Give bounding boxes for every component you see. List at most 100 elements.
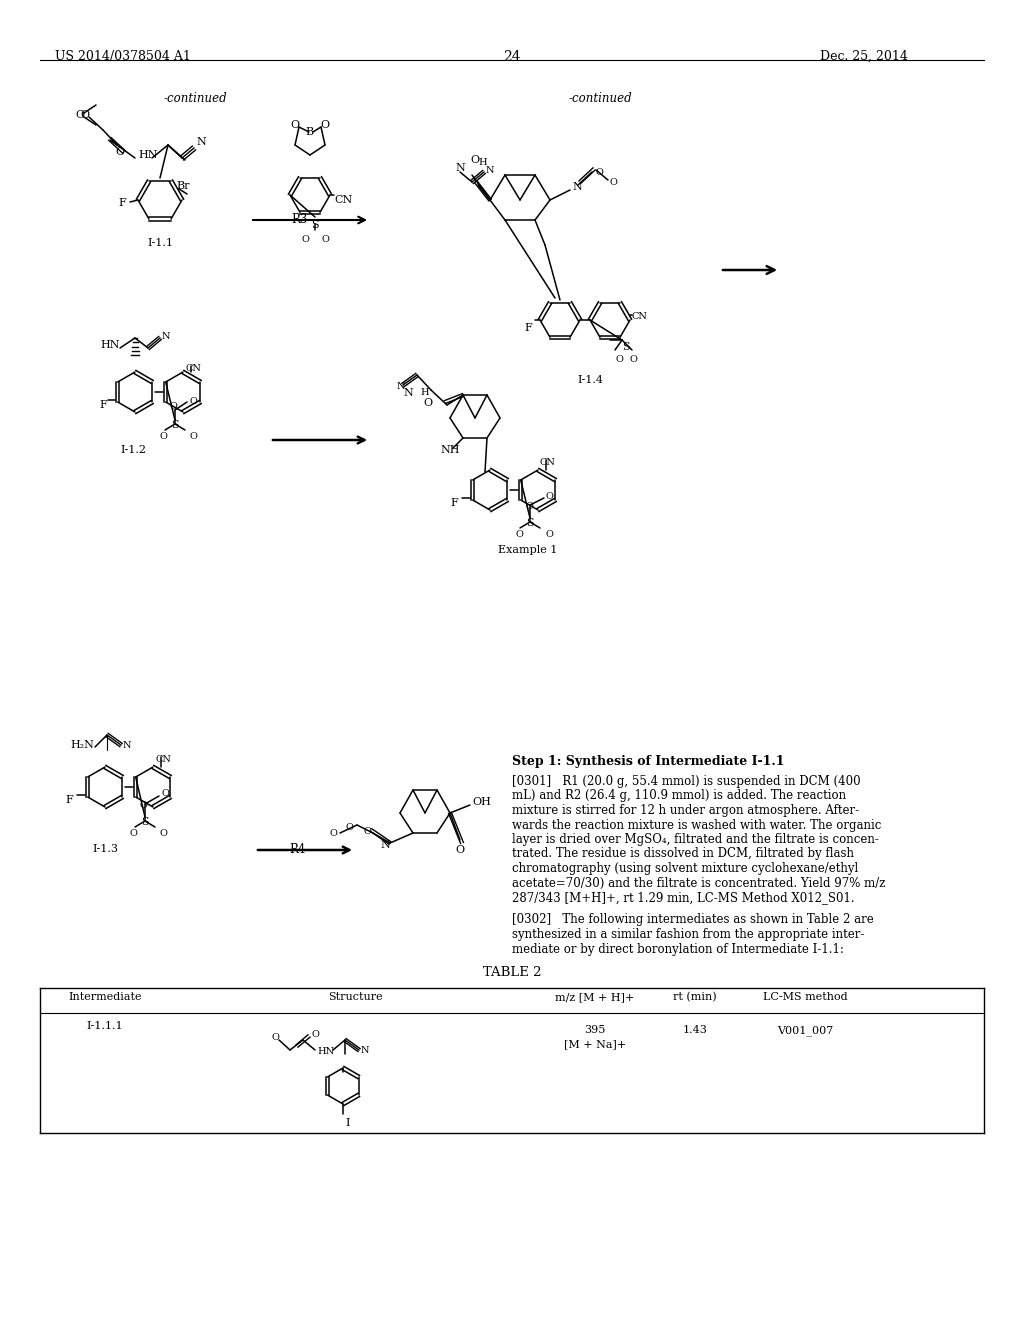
- Text: mixture is stirred for 12 h under argon atmosphere. After-: mixture is stirred for 12 h under argon …: [512, 804, 859, 817]
- Text: [M + Na]+: [M + Na]+: [564, 1039, 626, 1049]
- Text: O: O: [291, 120, 300, 129]
- Text: S: S: [622, 342, 630, 352]
- Text: N: N: [572, 182, 582, 191]
- Text: layer is dried over MgSO₄, filtrated and the filtrate is concen-: layer is dried over MgSO₄, filtrated and…: [512, 833, 879, 846]
- Text: [0302]   The following intermediates as shown in Table 2 are: [0302] The following intermediates as sh…: [512, 913, 873, 927]
- Text: N: N: [455, 162, 465, 173]
- Text: H: H: [478, 158, 486, 168]
- Text: S: S: [526, 517, 534, 528]
- Text: I-1.1: I-1.1: [147, 238, 173, 248]
- Text: Dec. 25, 2014: Dec. 25, 2014: [820, 50, 908, 63]
- Text: US 2014/0378504 A1: US 2014/0378504 A1: [55, 50, 190, 63]
- Text: O: O: [525, 502, 532, 511]
- Text: mediate or by direct boronylation of Intermediate I-1.1:: mediate or by direct boronylation of Int…: [512, 942, 844, 956]
- Text: H: H: [420, 388, 429, 397]
- Text: Structure: Structure: [328, 993, 382, 1002]
- Text: m/z [M + H]+: m/z [M + H]+: [555, 993, 635, 1002]
- Text: O: O: [301, 235, 309, 244]
- Text: R4: R4: [290, 843, 306, 855]
- Text: I-1.4: I-1.4: [577, 375, 603, 385]
- Text: O: O: [455, 845, 464, 855]
- Text: synthesized in a similar fashion from the appropriate inter-: synthesized in a similar fashion from th…: [512, 928, 864, 941]
- Text: O: O: [271, 1034, 279, 1043]
- Text: Intermediate: Intermediate: [69, 993, 141, 1002]
- Text: HN: HN: [138, 150, 158, 160]
- Text: F: F: [118, 198, 126, 209]
- Text: I-1.2: I-1.2: [120, 445, 146, 455]
- Text: F: F: [66, 795, 73, 805]
- Text: O: O: [545, 531, 553, 539]
- Text: mL) and R2 (26.4 g, 110.9 mmol) is added. The reaction: mL) and R2 (26.4 g, 110.9 mmol) is added…: [512, 789, 846, 803]
- Text: N: N: [397, 381, 406, 391]
- Text: CN: CN: [632, 312, 648, 321]
- Text: O: O: [160, 829, 168, 838]
- Text: O: O: [160, 432, 168, 441]
- Text: TABLE 2: TABLE 2: [482, 966, 542, 979]
- Text: R3: R3: [292, 213, 308, 226]
- Text: O: O: [311, 1030, 318, 1039]
- Text: Example 1: Example 1: [499, 545, 558, 554]
- Text: S: S: [311, 220, 318, 230]
- Text: [0301]   R1 (20.0 g, 55.4 mmol) is suspended in DCM (400: [0301] R1 (20.0 g, 55.4 mmol) is suspend…: [512, 775, 860, 788]
- Text: O: O: [610, 178, 617, 187]
- Text: HN: HN: [317, 1048, 334, 1056]
- Text: F: F: [524, 323, 532, 333]
- Text: 287/343 [M+H]+, rt 1.29 min, LC-MS Method X012_S01.: 287/343 [M+H]+, rt 1.29 min, LC-MS Metho…: [512, 891, 855, 904]
- Text: O: O: [630, 355, 638, 364]
- Text: O: O: [362, 828, 371, 836]
- Text: NH: NH: [440, 445, 460, 455]
- Text: O: O: [81, 110, 89, 120]
- Text: V001_007: V001_007: [777, 1026, 834, 1036]
- Text: N: N: [403, 388, 413, 399]
- Text: I-1.3: I-1.3: [92, 843, 118, 854]
- Text: F: F: [451, 498, 458, 508]
- Text: O: O: [470, 154, 479, 165]
- Text: O: O: [424, 399, 433, 408]
- Text: B: B: [305, 127, 313, 137]
- Text: F: F: [99, 400, 106, 411]
- Text: I: I: [345, 1118, 349, 1129]
- Text: O: O: [189, 397, 197, 407]
- Text: O: O: [515, 531, 523, 539]
- Text: chromatography (using solvent mixture cyclohexane/ethyl: chromatography (using solvent mixture cy…: [512, 862, 858, 875]
- Text: LC-MS method: LC-MS method: [763, 993, 847, 1002]
- Text: N: N: [196, 137, 206, 147]
- Text: O: O: [596, 168, 604, 177]
- Text: O: O: [190, 432, 198, 441]
- Text: O: O: [322, 235, 329, 244]
- Text: Br: Br: [176, 181, 189, 191]
- Text: N: N: [123, 741, 131, 750]
- Text: O: O: [345, 822, 353, 832]
- Text: -continued: -continued: [163, 92, 226, 106]
- Text: O: O: [170, 403, 178, 411]
- Text: HN: HN: [100, 341, 120, 350]
- Text: O: O: [116, 147, 125, 157]
- Text: N: N: [361, 1045, 370, 1055]
- Text: acetate=70/30) and the filtrate is concentrated. Yield 97% m/z: acetate=70/30) and the filtrate is conce…: [512, 876, 886, 890]
- Text: -continued: -continued: [568, 92, 632, 106]
- Text: S: S: [171, 420, 179, 430]
- Text: S: S: [141, 817, 148, 828]
- Text: trated. The residue is dissolved in DCM, filtrated by flash: trated. The residue is dissolved in DCM,…: [512, 847, 854, 861]
- Text: 24: 24: [503, 50, 521, 63]
- Text: 1.43: 1.43: [683, 1026, 708, 1035]
- Text: H₂N: H₂N: [70, 741, 94, 750]
- Text: CN: CN: [185, 364, 201, 374]
- Text: O: O: [615, 355, 623, 364]
- Text: OH: OH: [472, 797, 490, 807]
- Text: O: O: [321, 120, 330, 129]
- Text: O: O: [330, 829, 338, 838]
- Text: 395: 395: [585, 1026, 605, 1035]
- Text: N: N: [486, 166, 495, 176]
- Text: Step 1: Synthesis of Intermediate I-1.1: Step 1: Synthesis of Intermediate I-1.1: [512, 755, 784, 768]
- Text: CN: CN: [334, 195, 352, 205]
- Text: CN: CN: [155, 755, 171, 764]
- Text: O: O: [130, 829, 138, 838]
- Text: O: O: [161, 789, 169, 799]
- Text: CN: CN: [540, 458, 556, 467]
- Text: rt (min): rt (min): [673, 993, 717, 1002]
- Text: O: O: [140, 801, 147, 810]
- Text: O: O: [76, 110, 85, 120]
- Text: N: N: [380, 840, 390, 850]
- Text: N: N: [162, 333, 171, 341]
